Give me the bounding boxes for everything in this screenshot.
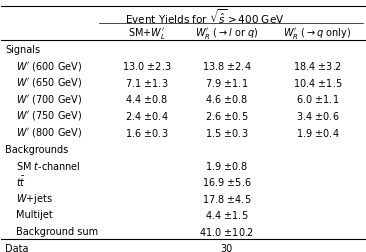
Text: $W^{\prime}$ (650 GeV): $W^{\prime}$ (650 GeV)	[16, 76, 82, 89]
Text: 7.1 $\pm$1.3: 7.1 $\pm$1.3	[125, 77, 168, 89]
Text: 1.6 $\pm$0.3: 1.6 $\pm$0.3	[125, 127, 168, 139]
Text: $W^{\prime}$ (800 GeV): $W^{\prime}$ (800 GeV)	[16, 126, 82, 139]
Text: $W_R^{\prime}$ ($\to l$ or $q$): $W_R^{\prime}$ ($\to l$ or $q$)	[195, 26, 258, 41]
Text: 2.4 $\pm$0.4: 2.4 $\pm$0.4	[125, 110, 168, 122]
Text: $W$+jets: $W$+jets	[16, 192, 53, 206]
Text: 1.9 $\pm$0.4: 1.9 $\pm$0.4	[296, 127, 339, 139]
Text: 30: 30	[220, 243, 233, 252]
Text: 4.4 $\pm$1.5: 4.4 $\pm$1.5	[205, 209, 249, 222]
Text: $t\bar{t}$: $t\bar{t}$	[16, 175, 26, 189]
Text: Event Yields for $\sqrt{\hat{s}} > 400$ GeV: Event Yields for $\sqrt{\hat{s}} > 400$ …	[125, 8, 284, 27]
Text: $W^{\prime}$ (750 GeV): $W^{\prime}$ (750 GeV)	[16, 109, 82, 122]
Text: 6.0 $\pm$1.1: 6.0 $\pm$1.1	[296, 93, 339, 105]
Text: 16.9 $\pm$5.6: 16.9 $\pm$5.6	[202, 176, 251, 188]
Text: 7.9 $\pm$1.1: 7.9 $\pm$1.1	[205, 77, 248, 89]
Text: 13.8 $\pm$2.4: 13.8 $\pm$2.4	[202, 60, 251, 72]
Text: Data: Data	[5, 243, 29, 252]
Text: $W_R^{\prime}$ ($\to q$ only): $W_R^{\prime}$ ($\to q$ only)	[283, 26, 352, 41]
Text: 41.0 $\pm$10.2: 41.0 $\pm$10.2	[199, 226, 254, 238]
Text: 4.4 $\pm$0.8: 4.4 $\pm$0.8	[125, 93, 168, 105]
Text: $W^{\prime}$ (600 GeV): $W^{\prime}$ (600 GeV)	[16, 60, 82, 73]
Text: 4.6 $\pm$0.8: 4.6 $\pm$0.8	[205, 93, 248, 105]
Text: $W^{\prime}$ (700 GeV): $W^{\prime}$ (700 GeV)	[16, 93, 82, 106]
Text: 2.6 $\pm$0.5: 2.6 $\pm$0.5	[205, 110, 249, 122]
Text: 1.5 $\pm$0.3: 1.5 $\pm$0.3	[205, 127, 248, 139]
Text: 1.9 $\pm$0.8: 1.9 $\pm$0.8	[205, 160, 248, 172]
Text: SM$+W_L^{\prime}$: SM$+W_L^{\prime}$	[128, 26, 165, 41]
Text: Signals: Signals	[5, 45, 40, 55]
Text: Background sum: Background sum	[16, 227, 98, 237]
Text: 10.4 $\pm$1.5: 10.4 $\pm$1.5	[292, 77, 342, 89]
Text: 18.4 $\pm$3.2: 18.4 $\pm$3.2	[293, 60, 342, 72]
Text: 3.4 $\pm$0.6: 3.4 $\pm$0.6	[296, 110, 339, 122]
Text: Multijet: Multijet	[16, 210, 53, 220]
Text: 13.0 $\pm$2.3: 13.0 $\pm$2.3	[122, 60, 172, 72]
Text: Backgrounds: Backgrounds	[5, 145, 68, 155]
Text: SM $t$-channel: SM $t$-channel	[16, 160, 81, 172]
Text: 17.8 $\pm$4.5: 17.8 $\pm$4.5	[202, 193, 251, 205]
